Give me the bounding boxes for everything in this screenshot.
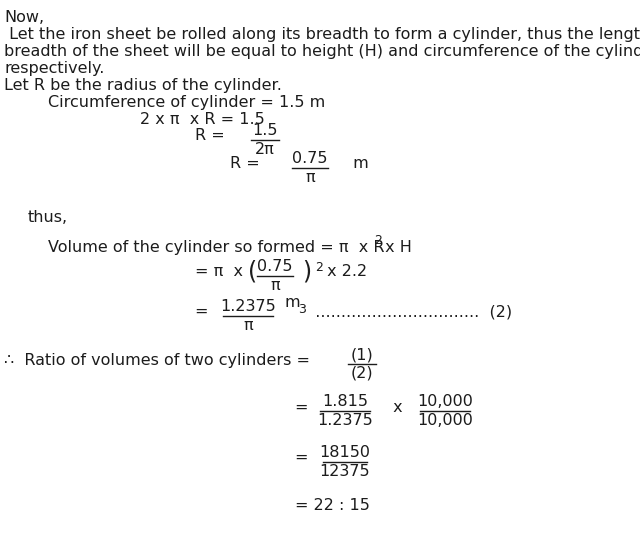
Text: = π  x: = π x [195, 265, 248, 280]
Text: x 2.2: x 2.2 [322, 265, 367, 280]
Text: x: x [388, 400, 408, 415]
Text: =: = [195, 305, 214, 320]
Text: 1.2375: 1.2375 [220, 299, 276, 314]
Text: 1.5: 1.5 [252, 123, 278, 138]
Text: =: = [295, 450, 314, 465]
Text: Volume of the cylinder so formed = π  x R: Volume of the cylinder so formed = π x R [48, 240, 385, 255]
Text: ................................  (2): ................................ (2) [305, 305, 512, 320]
Text: 2: 2 [374, 234, 382, 247]
Text: 1.2375: 1.2375 [317, 413, 373, 428]
Text: 3: 3 [298, 303, 306, 316]
Text: thus,: thus, [28, 210, 68, 225]
Text: Now,: Now, [4, 10, 44, 25]
Text: Circumference of cylinder = 1.5 m: Circumference of cylinder = 1.5 m [48, 95, 325, 110]
Text: 12375: 12375 [320, 464, 371, 479]
Text: 18150: 18150 [319, 445, 371, 460]
Text: ): ) [302, 260, 311, 284]
Text: 2 x π  x R = 1.5: 2 x π x R = 1.5 [140, 112, 265, 127]
Text: = 22 : 15: = 22 : 15 [295, 498, 370, 513]
Text: (2): (2) [351, 366, 373, 381]
Text: R =: R = [195, 127, 230, 142]
Text: π: π [243, 318, 253, 333]
Text: 10,000: 10,000 [417, 394, 473, 409]
Text: 0.75: 0.75 [257, 259, 292, 274]
Text: x H: x H [380, 240, 412, 255]
Text: respectively.: respectively. [4, 61, 104, 76]
Text: m: m [348, 156, 369, 171]
Text: =: = [295, 400, 314, 415]
Text: R =: R = [230, 156, 265, 171]
Text: ∴  Ratio of volumes of two cylinders =: ∴ Ratio of volumes of two cylinders = [4, 353, 315, 368]
Text: Let the iron sheet be rolled along its breadth to form a cylinder, thus the leng: Let the iron sheet be rolled along its b… [4, 27, 640, 42]
Text: π: π [270, 278, 280, 293]
Text: 10,000: 10,000 [417, 413, 473, 428]
Text: π: π [305, 170, 315, 185]
Text: 1.815: 1.815 [322, 394, 368, 409]
Text: 0.75: 0.75 [292, 151, 328, 166]
Text: (: ( [248, 260, 257, 284]
Text: 2: 2 [315, 261, 323, 274]
Text: breadth of the sheet will be equal to height (H) and circumference of the cylind: breadth of the sheet will be equal to he… [4, 44, 640, 59]
Text: (1): (1) [351, 347, 373, 362]
Text: 2π: 2π [255, 142, 275, 157]
Text: m: m [285, 295, 301, 310]
Text: Let R be the radius of the cylinder.: Let R be the radius of the cylinder. [4, 78, 282, 93]
